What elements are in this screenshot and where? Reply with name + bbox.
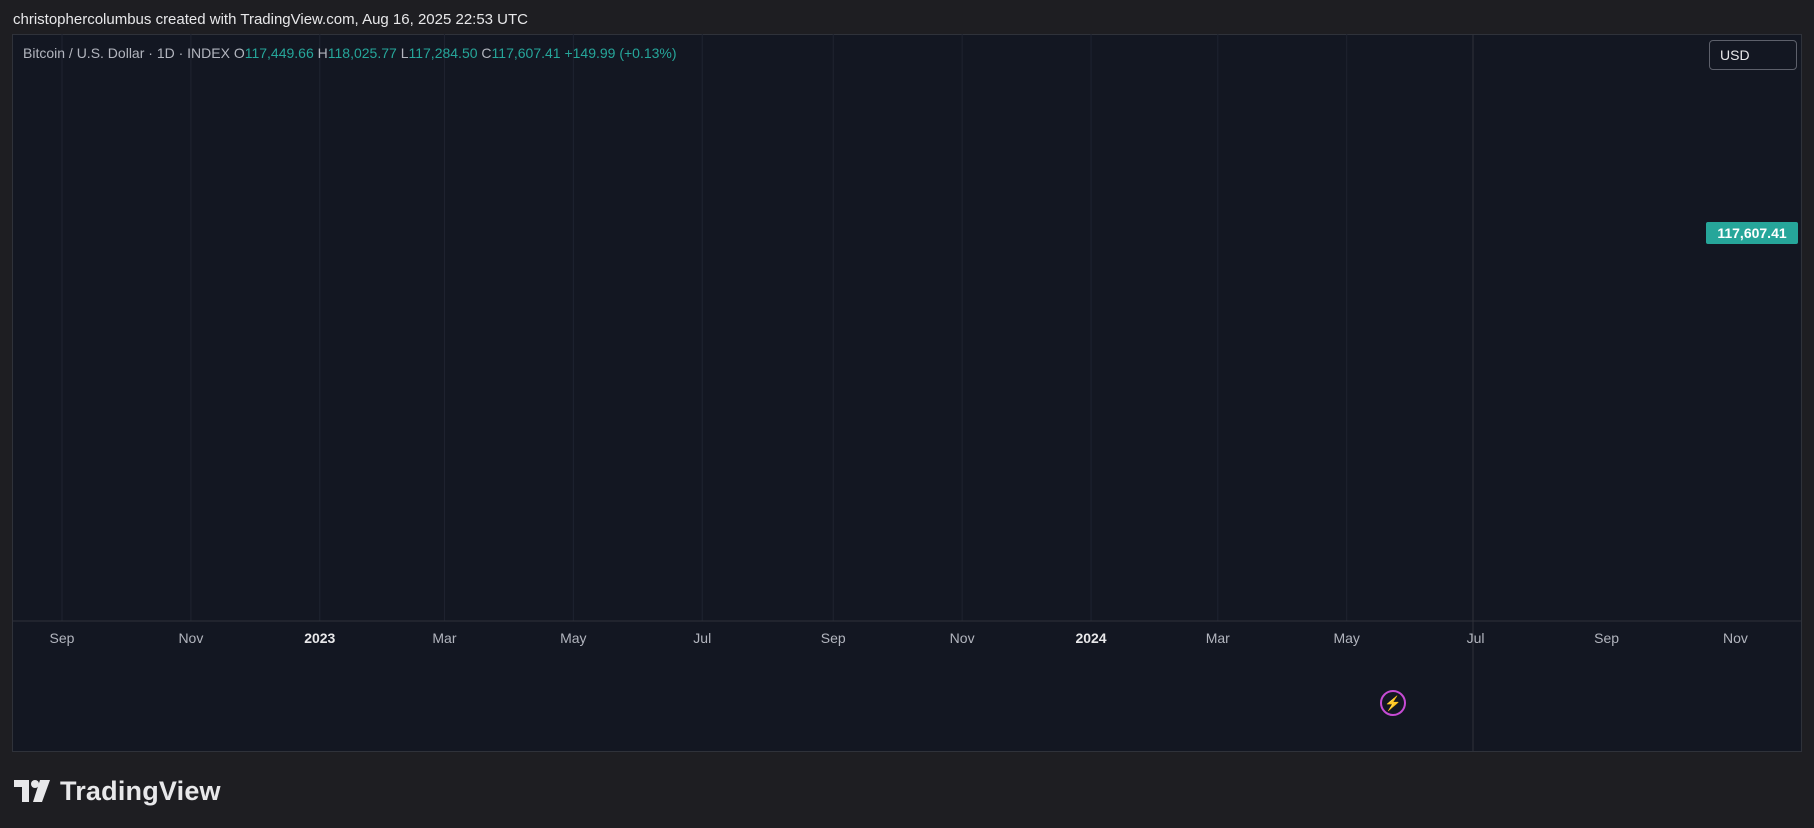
- symbol-name: Bitcoin / U.S. Dollar · 1D · INDEX: [23, 45, 230, 61]
- lightning-icon[interactable]: ⚡: [1380, 690, 1406, 716]
- time-tick-label: Nov: [1723, 630, 1748, 646]
- high-value: 118,025.77: [327, 45, 397, 61]
- time-tick-label: Mar: [1206, 630, 1230, 646]
- grid-lines: [61, 34, 1348, 621]
- currency-button[interactable]: USD: [1709, 40, 1797, 70]
- attribution-text: christophercolumbus created with Trading…: [13, 11, 529, 28]
- low-value: 117,284.50: [408, 45, 478, 61]
- time-tick-label: Sep: [50, 630, 75, 646]
- change-value: +149.99 (+0.13%): [564, 45, 677, 61]
- attribution-bar: christophercolumbus created with Trading…: [0, 0, 1814, 36]
- time-tick-label: Jul: [693, 630, 711, 646]
- time-tick-label: Nov: [950, 630, 975, 646]
- open-label: O: [233, 45, 245, 61]
- time-tick-label: May: [560, 630, 586, 646]
- time-tick-label: May: [1333, 630, 1359, 646]
- high-label: H: [317, 45, 328, 61]
- open-value: 117,449.66: [244, 45, 314, 61]
- tradingview-logo[interactable]: TradingView: [14, 776, 221, 806]
- low-label: L: [400, 45, 409, 61]
- time-tick-label: Mar: [432, 630, 456, 646]
- time-tick-label: Sep: [1594, 630, 1619, 646]
- time-tick-label: Jul: [1467, 630, 1485, 646]
- tradingview-brand: TradingView: [60, 775, 221, 806]
- time-tick-label: 2023: [304, 630, 335, 646]
- tv-logo-icon: [14, 780, 50, 802]
- symbol-legend: Bitcoin / U.S. Dollar · 1D · INDEX O117,…: [23, 45, 677, 61]
- plot-area: 54320.500.50: [61, 34, 1348, 621]
- price-chart[interactable]: 54320.500.50220,000.00180,000.00150,000.…: [12, 34, 1802, 752]
- time-tick-label: Nov: [178, 630, 203, 646]
- chart-pane[interactable]: [12, 34, 1802, 752]
- close-label: C: [481, 45, 492, 61]
- time-tick-label: Sep: [821, 630, 846, 646]
- time-tick-label: 2024: [1075, 630, 1106, 646]
- last-price-badge: 117,607.41: [1706, 222, 1798, 244]
- close-value: 117,607.41: [491, 45, 561, 61]
